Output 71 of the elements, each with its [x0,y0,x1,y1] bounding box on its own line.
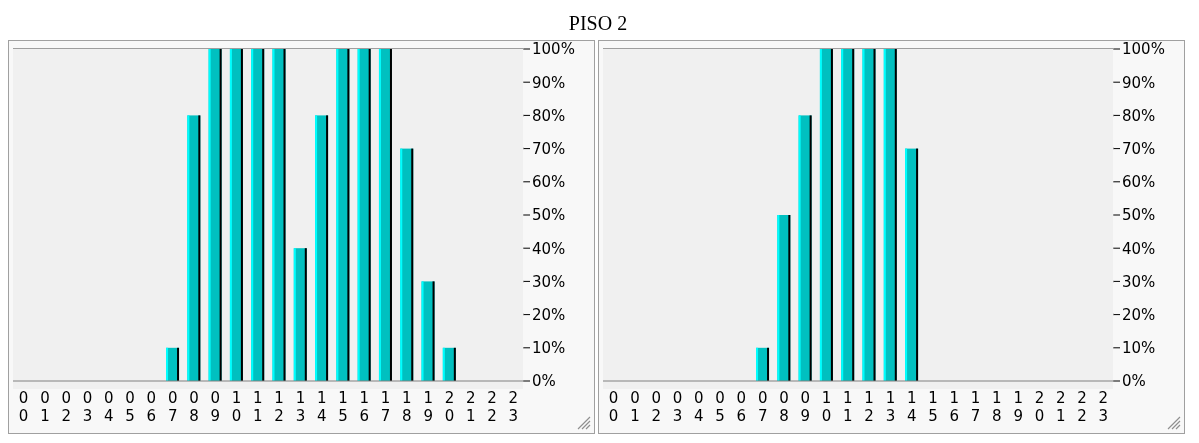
x-tick-label: 23 [1098,389,1109,425]
x-tick-label: 05 [125,389,135,425]
x-tick-label: 15 [928,389,938,425]
x-tick-label: 23 [508,389,519,425]
x-tick-label: 03 [82,389,93,425]
y-tick-label: 80% [1122,106,1156,125]
x-tick-label: 22 [1077,389,1087,425]
y-tick-label: 0% [532,372,556,391]
y-tick-label: 100% [1122,40,1165,59]
y-tick-label: 0% [1122,372,1146,391]
x-tick-label: 19 [1013,389,1023,425]
y-tick-label: 40% [532,239,566,258]
text: PISO 2 [567,12,629,35]
x-tick-label: 08 [189,389,199,425]
x-tick-label: 07 [757,389,768,425]
x-tick-label: 13 [885,389,896,425]
x-tick-label: 01 [630,389,640,425]
y-tick-label: 30% [1122,272,1156,291]
x-tick-label: 13 [295,389,306,425]
y-tick-label: 20% [1122,305,1156,324]
y-tick-label: 30% [532,272,566,291]
x-tick-label: 07 [167,389,178,425]
x-tick-label: 21 [466,389,476,425]
x-tick-label: 11 [843,389,853,425]
x-tick-label: 21 [1056,389,1066,425]
y-tick-label: 90% [1122,73,1156,92]
x-tick-label: 10 [821,389,832,425]
y-tick-label: 20% [532,305,566,324]
x-tick-label: 14 [906,389,917,425]
x-tick-label: 12 [864,389,874,425]
y-tick-label: 10% [532,339,566,358]
y-tick-label: 10% [1122,339,1156,358]
x-tick-label: 03 [672,389,683,425]
y-tick-label: 50% [532,206,566,225]
x-tick-label: 15 [338,389,348,425]
y-tick-label: 60% [1122,173,1156,192]
y-tick-label: 40% [1122,239,1156,258]
x-tick-label: 00 [608,389,619,425]
x-tick-label: 16 [359,389,370,425]
x-tick-label: 17 [970,389,981,425]
x-tick-label: 18 [402,389,412,425]
y-tick-label: 70% [1122,139,1156,158]
x-tick-label: 19 [423,389,433,425]
x-tick-label: 06 [146,389,157,425]
x-tick-label: 20 [444,389,455,425]
y-tick-label: 90% [532,73,566,92]
x-tick-label: 05 [715,389,725,425]
y-tick-label: 70% [532,139,566,158]
x-tick-label: 02 [61,389,71,425]
x-tick-label: 06 [736,389,747,425]
y-tick-label: 100% [532,40,575,59]
y-tick-label: 60% [532,173,566,192]
x-tick-label: 01 [40,389,50,425]
x-tick-label: 12 [274,389,284,425]
x-tick-label: 16 [949,389,960,425]
x-tick-label: 10 [231,389,242,425]
y-tick-label: 80% [532,106,566,125]
x-tick-label: 14 [316,389,327,425]
x-tick-label: 02 [651,389,661,425]
x-tick-label: 04 [104,389,114,425]
y-tick-label: 50% [1122,206,1156,225]
x-tick-label: 18 [992,389,1002,425]
x-tick-label: 20 [1034,389,1045,425]
x-tick-label: 09 [210,389,221,425]
x-tick-label: 08 [779,389,789,425]
x-tick-label: 22 [487,389,497,425]
x-tick-label: 04 [694,389,704,425]
x-tick-label: 17 [380,389,391,425]
x-tick-label: 00 [18,389,29,425]
x-tick-label: 09 [800,389,811,425]
x-tick-label: 11 [253,389,263,425]
